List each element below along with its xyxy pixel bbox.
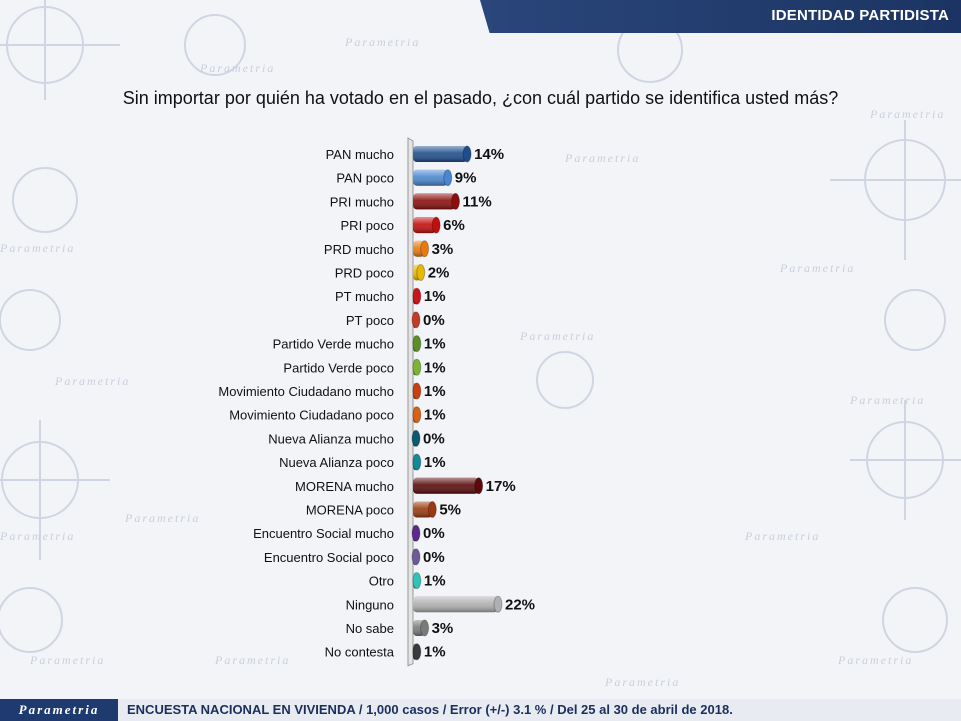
category-label: Movimiento Ciudadano poco (229, 408, 394, 423)
chart-bar (412, 382, 422, 400)
data-label: 0% (423, 430, 445, 447)
watermark-text: Parametria (214, 653, 290, 667)
category-label: Ninguno (346, 597, 394, 612)
category-label: No contesta (325, 645, 395, 660)
data-label: 0% (423, 549, 445, 566)
category-label: Partido Verde mucho (273, 337, 394, 352)
chart-bar (412, 453, 422, 471)
chart-bar (412, 572, 422, 590)
category-label: Encuentro Social poco (264, 550, 394, 565)
data-label: 2% (428, 265, 450, 282)
category-label: PAN mucho (326, 147, 394, 162)
watermark-text: Parametria (744, 529, 820, 543)
page-title: IDENTIDAD PARTIDISTA (771, 7, 949, 24)
chart-bar (412, 643, 422, 661)
category-label: MORENA mucho (295, 479, 394, 494)
footer: Parametria ENCUESTA NACIONAL EN VIVIENDA… (0, 699, 961, 721)
watermark-text: Parametria (837, 653, 913, 667)
data-label: 9% (455, 170, 477, 187)
watermark-text: Parametria (604, 675, 680, 689)
chart-bar (412, 335, 422, 353)
category-label: PRD poco (335, 266, 394, 281)
data-label: 1% (424, 288, 446, 305)
chart-bar (413, 169, 453, 187)
data-label: 5% (439, 502, 461, 519)
data-label: 1% (424, 359, 446, 376)
question-text: Sin importar por quién ha votado en el p… (122, 88, 839, 108)
chart-bar (413, 192, 460, 210)
chart-bar (413, 595, 503, 613)
watermark-text: Parametria (124, 511, 200, 525)
chart-bar (411, 311, 421, 329)
data-label: 1% (424, 336, 446, 353)
watermark-text: Parametria (519, 329, 595, 343)
data-label: 1% (424, 573, 446, 590)
chart-bar (413, 216, 441, 234)
data-label: 22% (505, 596, 535, 613)
chart-bar (413, 619, 430, 637)
chart-bar (411, 524, 421, 542)
chart-bar (412, 406, 422, 424)
category-label: PAN poco (336, 171, 394, 186)
chart-bar (413, 145, 472, 163)
watermark-text: Parametria (199, 61, 275, 75)
category-label: PT mucho (335, 289, 394, 304)
chart-bar (413, 501, 437, 518)
chart-bar (411, 429, 421, 447)
category-label: Otro (369, 574, 394, 589)
footer-logo: Parametria (0, 699, 118, 721)
chart-bar (413, 240, 430, 258)
category-label: Nueva Alianza mucho (268, 431, 394, 446)
chart-bar (411, 548, 421, 566)
data-label: 11% (463, 193, 492, 210)
category-label: No sabe (346, 621, 394, 636)
data-label: 1% (424, 407, 446, 424)
data-label: 1% (424, 454, 446, 471)
data-label: 6% (443, 217, 465, 234)
category-label: Movimiento Ciudadano mucho (218, 384, 394, 399)
chart-bar (412, 287, 422, 305)
category-label: PRD mucho (324, 242, 394, 257)
data-label: 3% (432, 241, 454, 258)
category-label: Partido Verde poco (283, 360, 394, 375)
chart-axis-wall (407, 137, 414, 667)
chart-bar (412, 358, 422, 376)
watermark-text: Parametria (0, 529, 75, 543)
watermark-text: Parametria (29, 653, 105, 667)
chart-bar (413, 477, 484, 495)
footer-survey-note: ENCUESTA NACIONAL EN VIVIENDA / 1,000 ca… (127, 702, 733, 717)
category-label: PRI mucho (330, 194, 394, 209)
data-label: 14% (474, 146, 504, 163)
chart-bar (413, 264, 426, 281)
watermark-text: Parametria (54, 374, 130, 388)
category-label: PRI poco (341, 218, 394, 233)
data-label: 3% (432, 620, 454, 637)
data-label: 1% (424, 644, 446, 661)
data-label: 0% (423, 525, 445, 542)
header-band: IDENTIDAD PARTIDISTA (480, 0, 961, 33)
category-label: MORENA poco (306, 503, 394, 518)
data-label: 1% (424, 383, 446, 400)
watermark-text: Parametria (779, 261, 855, 275)
category-label: PT poco (346, 313, 394, 328)
watermark-text: Parametria (849, 393, 925, 407)
data-label: 0% (423, 312, 445, 329)
watermark-text: Parametria (344, 35, 420, 49)
watermark-text: Parametria (869, 107, 945, 121)
watermark-text: Parametria (0, 241, 75, 255)
data-label: 17% (486, 478, 516, 495)
category-label: Encuentro Social mucho (253, 526, 394, 541)
watermark-text: Parametria (564, 151, 640, 165)
category-label: Nueva Alianza poco (279, 455, 394, 470)
